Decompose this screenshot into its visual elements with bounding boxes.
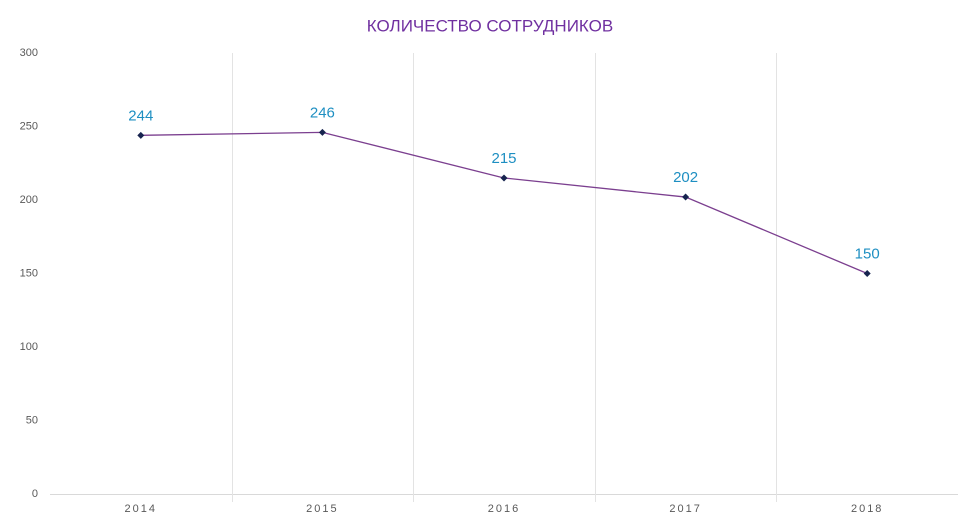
x-tick-label: 2017 [669,503,701,515]
data-marker [137,131,145,139]
data-marker [318,128,326,136]
x-tick-label: 2016 [488,503,520,515]
data-label: 202 [673,169,698,186]
y-tick-label: 50 [26,414,38,426]
x-tick-label: 2015 [306,503,338,515]
y-tick-label: 150 [20,267,38,279]
x-tick-label: 2014 [125,503,157,515]
y-tick-label: 200 [20,194,38,206]
x-tick-label: 2018 [851,503,883,515]
chart-title: КОЛИЧЕСТВО СОТРУДНИКОВ [367,16,613,35]
data-label: 150 [855,245,880,262]
data-label: 244 [128,107,153,124]
data-marker [682,193,690,201]
data-marker [863,270,871,277]
y-tick-label: 300 [20,47,38,59]
y-tick-label: 100 [20,341,38,353]
data-marker [500,174,508,182]
data-label: 215 [491,150,516,167]
data-label: 246 [310,104,335,121]
y-tick-label: 0 [32,488,38,500]
y-tick-label: 250 [20,120,38,132]
